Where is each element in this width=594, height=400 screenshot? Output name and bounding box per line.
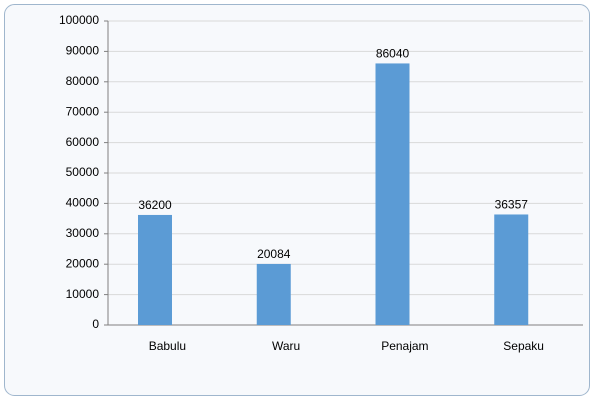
y-tick-label: 100000: [59, 13, 99, 27]
bar: [138, 214, 172, 325]
y-tick-label: 90000: [66, 44, 100, 58]
y-tick-label: 60000: [66, 135, 100, 149]
bar: [256, 263, 291, 325]
y-tick-label: 50000: [66, 165, 100, 179]
y-tick-label: 10000: [66, 287, 100, 301]
y-tick-label: 20000: [66, 256, 100, 270]
y-tick-label: 30000: [66, 226, 100, 240]
x-tick-label: Babulu: [149, 339, 186, 353]
y-tick-label: 40000: [66, 196, 100, 210]
y-tick-label: 80000: [66, 74, 100, 88]
y-tick-label: 0: [92, 317, 99, 331]
data-label: 86040: [376, 47, 410, 61]
data-label: 36200: [138, 198, 172, 212]
y-tick-label: 70000: [66, 104, 100, 118]
x-tick-label: Waru: [272, 339, 300, 353]
bar: [494, 214, 529, 325]
x-tick-label: Penajam: [381, 339, 428, 353]
data-label: 20084: [257, 247, 291, 261]
x-tick-label: Sepaku: [503, 339, 544, 353]
data-label: 36357: [495, 198, 529, 212]
bar: [375, 63, 410, 325]
